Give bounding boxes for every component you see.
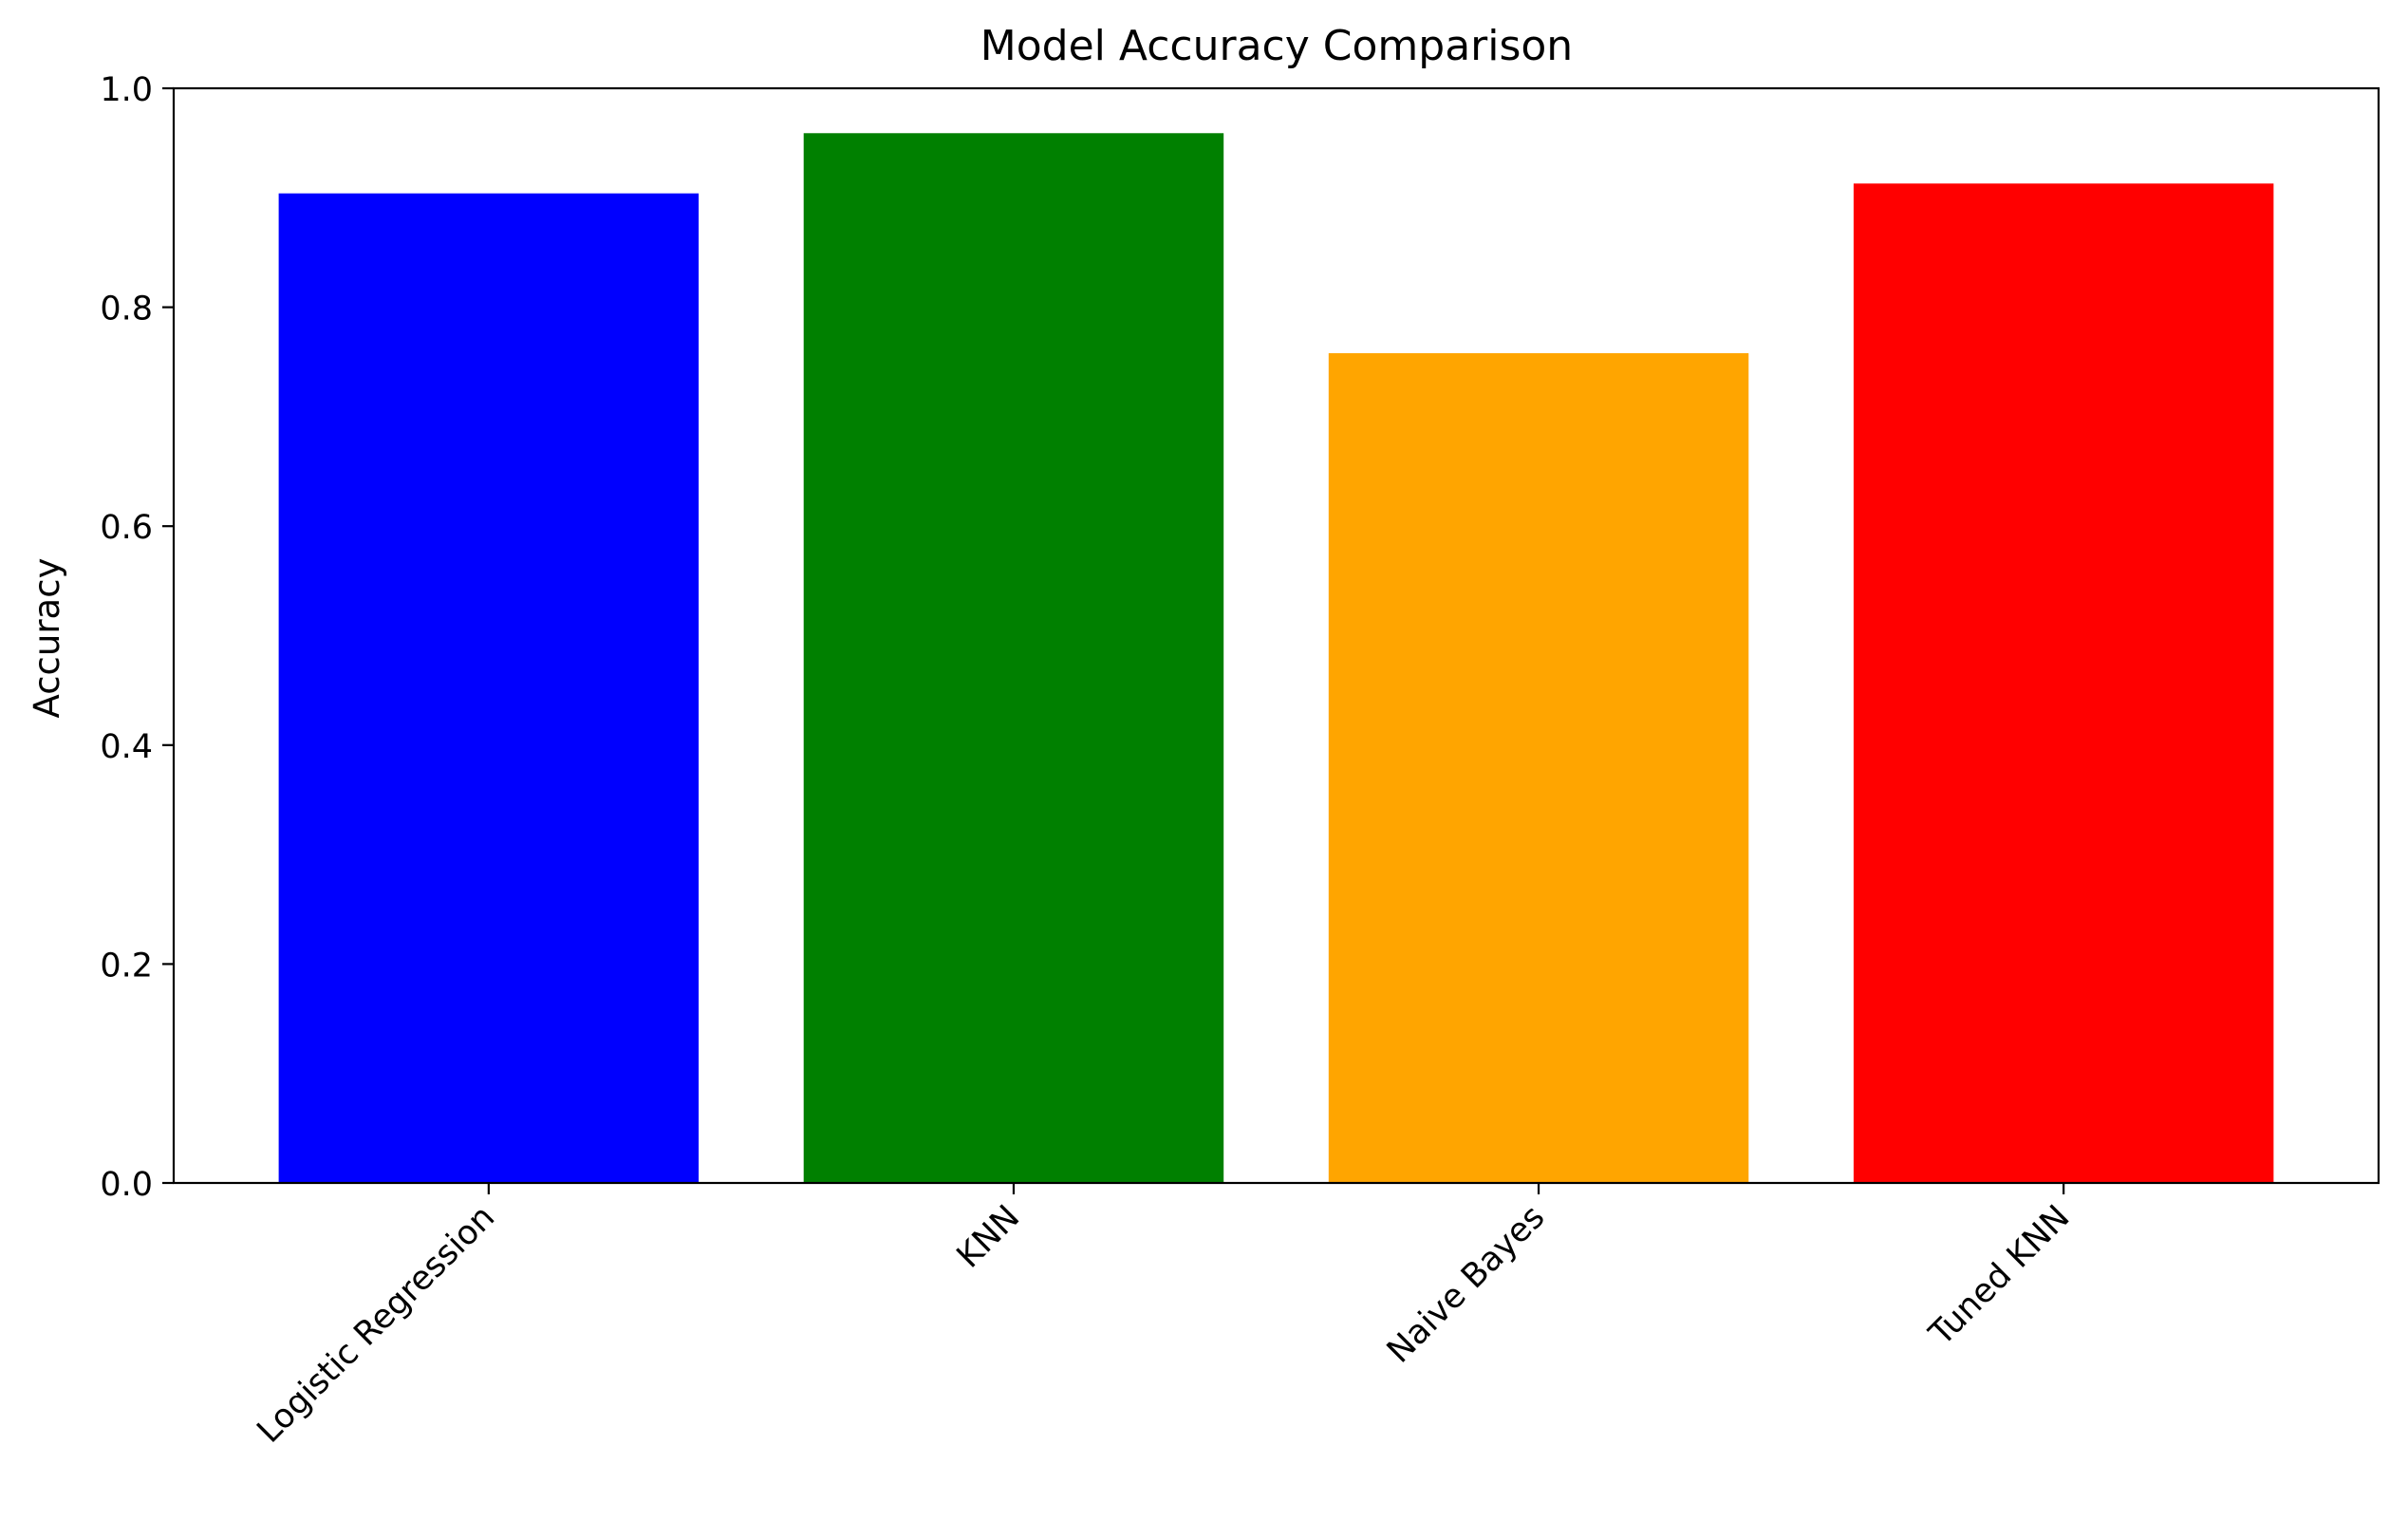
y-tick-label: 0.8	[100, 291, 153, 328]
y-axis-label: Accuracy	[27, 558, 67, 719]
y-tick-label: 0.4	[100, 728, 153, 766]
bar-tuned-knn	[1853, 183, 2274, 1183]
y-tick-label: 0.6	[100, 509, 153, 547]
y-tick-label: 1.0	[100, 71, 153, 109]
bar-knn	[803, 133, 1224, 1184]
chart-title: Model Accuracy Comparison	[980, 22, 1573, 70]
axes-frame	[172, 86, 2380, 1185]
y-tick-label: 0.2	[100, 947, 153, 985]
bar-logistic-regression	[278, 193, 700, 1184]
bar-naive-bayes	[1328, 353, 1749, 1183]
y-tick-label: 0.0	[100, 1166, 153, 1204]
